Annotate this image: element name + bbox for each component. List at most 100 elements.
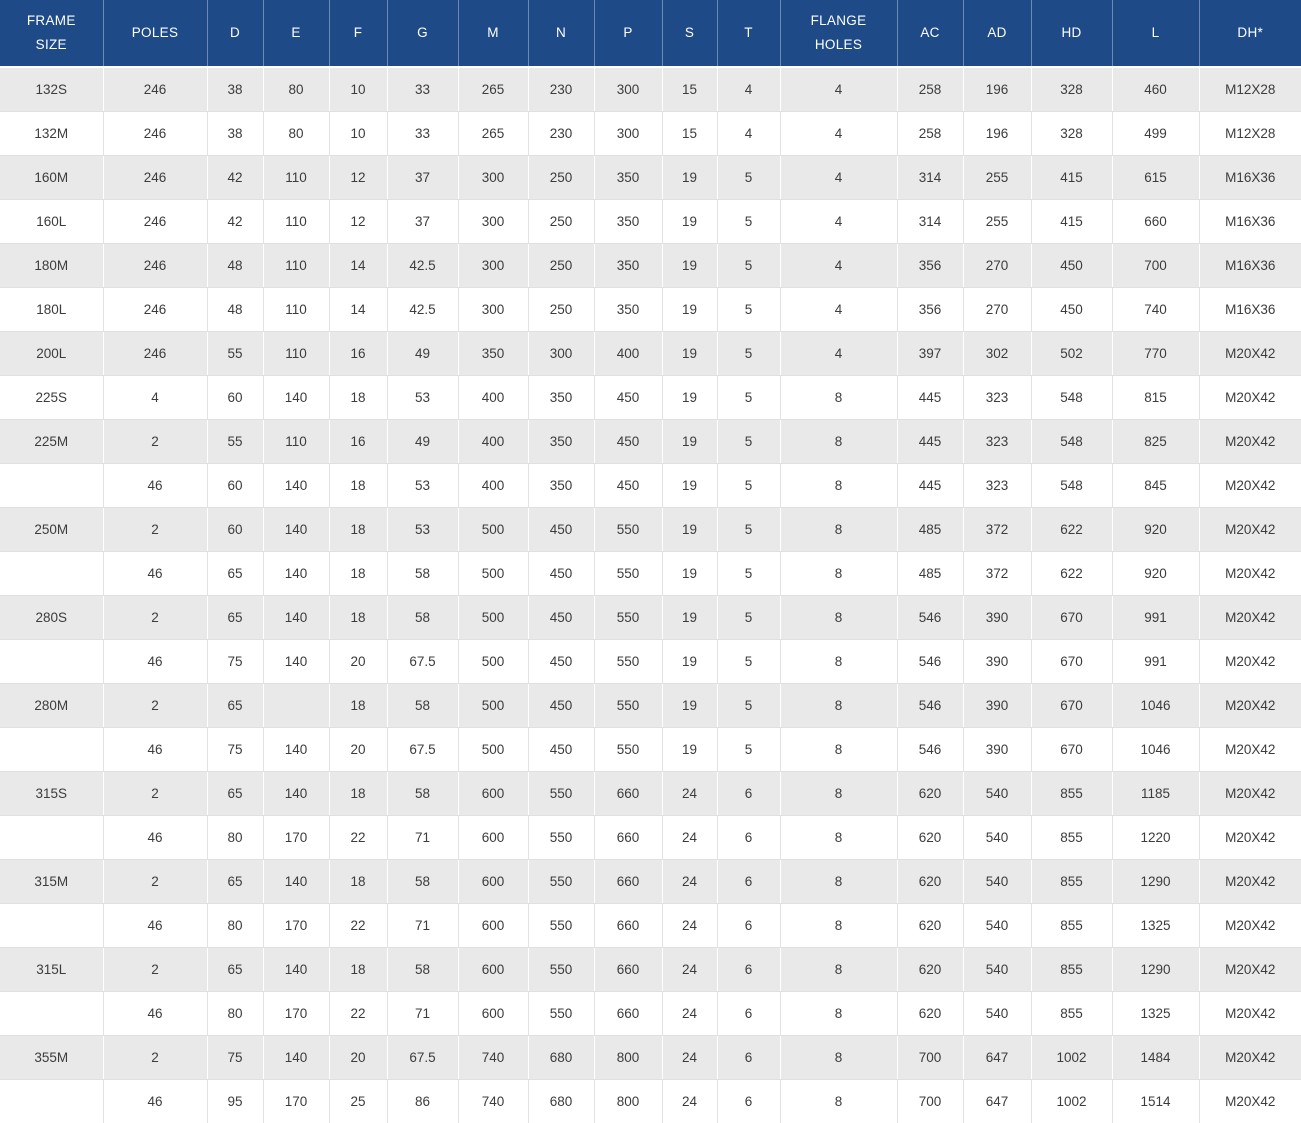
table-cell: 550 bbox=[528, 859, 595, 904]
table-row: 46 65 140 18 58 500 450 550 19 5 8 485 372 622 920 M20X… bbox=[0, 551, 1301, 596]
table-cell: 24 bbox=[662, 859, 718, 904]
table-cell: 19 bbox=[662, 375, 718, 420]
table-cell: M12X28 bbox=[1199, 111, 1301, 156]
table-cell: 620 bbox=[897, 771, 964, 816]
table-cell: 540 bbox=[963, 859, 1032, 904]
table-cell: 5 bbox=[717, 463, 781, 508]
table-cell: 49 bbox=[387, 331, 459, 376]
table-cell: 8 bbox=[780, 727, 898, 772]
table-cell: 196 bbox=[963, 111, 1032, 156]
table-cell: 15 bbox=[662, 111, 718, 156]
table-cell: 5 bbox=[717, 419, 781, 464]
table-cell: 4 bbox=[780, 331, 898, 376]
table-cell: 991 bbox=[1112, 595, 1200, 640]
table-cell: 246 bbox=[103, 155, 208, 200]
table-cell: 460 bbox=[1112, 67, 1200, 112]
table-cell: 845 bbox=[1112, 463, 1200, 508]
table-cell: 196 bbox=[963, 67, 1032, 112]
column-header-f: F bbox=[329, 0, 388, 68]
table-cell: 46 bbox=[103, 1079, 208, 1123]
table-cell: 8 bbox=[780, 683, 898, 728]
table-cell: 75 bbox=[207, 1035, 264, 1080]
table-cell: 49 bbox=[387, 419, 459, 464]
table-cell: 350 bbox=[594, 243, 663, 288]
table-cell: 356 bbox=[897, 287, 964, 332]
table-cell bbox=[0, 1079, 104, 1123]
table-cell: 22 bbox=[329, 991, 388, 1036]
table-cell: 550 bbox=[528, 947, 595, 992]
table-cell: 450 bbox=[594, 463, 663, 508]
table-cell: M20X42 bbox=[1199, 375, 1301, 420]
table-cell: 550 bbox=[528, 815, 595, 860]
table-cell: 25 bbox=[329, 1079, 388, 1123]
table-cell: 12 bbox=[329, 199, 388, 244]
table-cell: M16X36 bbox=[1199, 243, 1301, 288]
table-cell: 415 bbox=[1031, 199, 1113, 244]
table-cell: M20X42 bbox=[1199, 507, 1301, 552]
table-cell: 255 bbox=[963, 155, 1032, 200]
table-cell: 24 bbox=[662, 771, 718, 816]
table-cell: 397 bbox=[897, 331, 964, 376]
table-cell: 550 bbox=[594, 727, 663, 772]
table-cell: 71 bbox=[387, 815, 459, 860]
table-cell: 67.5 bbox=[387, 1035, 459, 1080]
table-cell: 855 bbox=[1031, 903, 1113, 948]
table-cell: 615 bbox=[1112, 155, 1200, 200]
table-cell: 24 bbox=[662, 815, 718, 860]
table-cell: 110 bbox=[263, 419, 330, 464]
table-cell: 499 bbox=[1112, 111, 1200, 156]
table-cell: 540 bbox=[963, 771, 1032, 816]
table-cell: 55 bbox=[207, 419, 264, 464]
table-cell: 740 bbox=[458, 1035, 529, 1080]
table-cell: 5 bbox=[717, 683, 781, 728]
table-cell: 110 bbox=[263, 331, 330, 376]
table-cell: 8 bbox=[780, 771, 898, 816]
table-cell: 500 bbox=[458, 595, 529, 640]
table-cell: 8 bbox=[780, 463, 898, 508]
table-cell: 445 bbox=[897, 419, 964, 464]
table-cell: 8 bbox=[780, 595, 898, 640]
table-cell: 60 bbox=[207, 375, 264, 420]
table-cell: 5 bbox=[717, 727, 781, 772]
table-cell: 42 bbox=[207, 155, 264, 200]
table-cell: 855 bbox=[1031, 991, 1113, 1036]
table-cell: 160M bbox=[0, 155, 104, 200]
table-cell: 16 bbox=[329, 419, 388, 464]
table-cell: 4 bbox=[717, 67, 781, 112]
table-cell: 258 bbox=[897, 111, 964, 156]
column-header-g: G bbox=[387, 0, 459, 68]
table-cell: M20X42 bbox=[1199, 331, 1301, 376]
table-cell: 500 bbox=[458, 727, 529, 772]
table-cell: 300 bbox=[458, 199, 529, 244]
table-cell: 855 bbox=[1031, 947, 1113, 992]
table-cell: 450 bbox=[528, 639, 595, 684]
table-cell: 18 bbox=[329, 551, 388, 596]
table-cell: 5 bbox=[717, 595, 781, 640]
table-cell: 323 bbox=[963, 375, 1032, 420]
table-cell: 19 bbox=[662, 419, 718, 464]
table-cell: 18 bbox=[329, 595, 388, 640]
table-cell: 450 bbox=[1031, 287, 1113, 332]
table-cell: 19 bbox=[662, 199, 718, 244]
table-cell: 71 bbox=[387, 991, 459, 1036]
table-cell: 8 bbox=[780, 1035, 898, 1080]
table-cell: 800 bbox=[594, 1035, 663, 1080]
table-cell: 815 bbox=[1112, 375, 1200, 420]
table-cell: 400 bbox=[458, 463, 529, 508]
table-cell: M20X42 bbox=[1199, 947, 1301, 992]
table-cell: 6 bbox=[717, 991, 781, 1036]
table-cell: 315S bbox=[0, 771, 104, 816]
table-cell: 300 bbox=[528, 331, 595, 376]
table-cell: 314 bbox=[897, 199, 964, 244]
table-row: 46 80 170 22 71 600 550 660 24 6 8 620 540 855 1325 M20… bbox=[0, 903, 1301, 948]
table-cell: 400 bbox=[458, 375, 529, 420]
table-cell: 250 bbox=[528, 287, 595, 332]
table-cell: 8 bbox=[780, 507, 898, 552]
table-cell: 855 bbox=[1031, 815, 1113, 860]
table-cell: 42.5 bbox=[387, 243, 459, 288]
table-cell: 350 bbox=[594, 199, 663, 244]
table-cell: 740 bbox=[1112, 287, 1200, 332]
table-cell: 38 bbox=[207, 67, 264, 112]
table-cell: 660 bbox=[594, 771, 663, 816]
